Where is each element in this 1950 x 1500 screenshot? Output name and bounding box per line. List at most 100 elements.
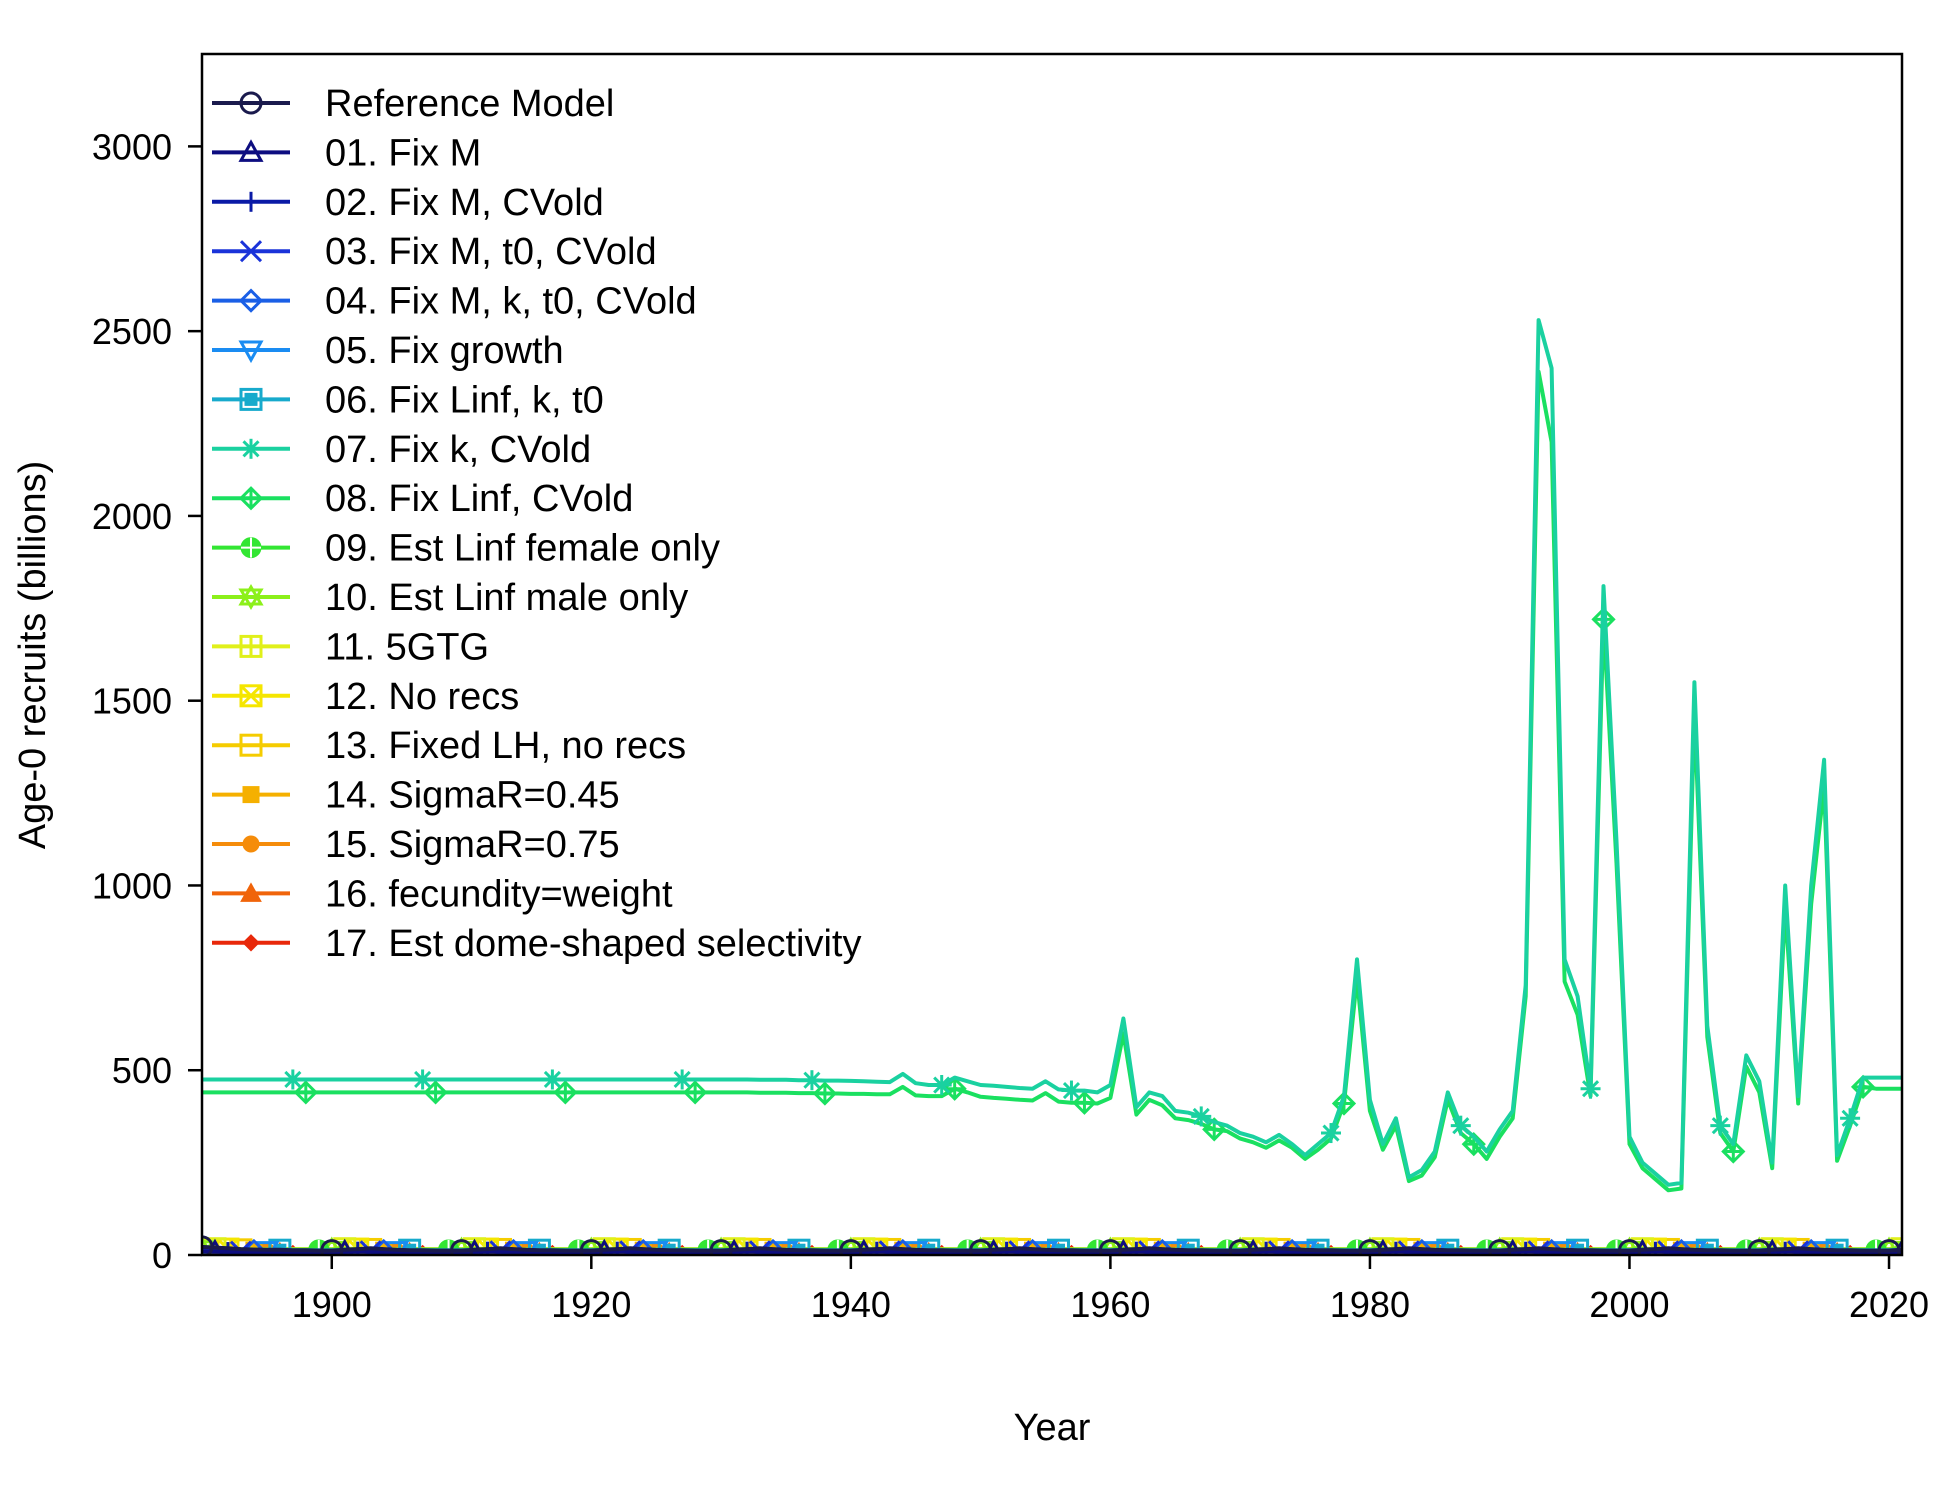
legend-label: 01. Fix M [325,132,481,174]
legend-label: 06. Fix Linf, k, t0 [325,379,604,421]
legend-marker [241,191,261,212]
x-tick-label: 1940 [811,1284,891,1325]
data-point [672,1069,693,1090]
legend-item-10-est-linf-male-only: 10. Est Linf male only [212,577,688,619]
data-point [683,1080,708,1105]
legend-label: 15. SigmaR=0.75 [325,824,620,866]
x-tick-label: 2000 [1589,1284,1669,1325]
legend-label: 11. 5GTG [325,626,489,668]
x-tick-label: 1900 [292,1284,372,1325]
data-point [282,1069,303,1090]
data-point [1228,1239,1252,1255]
x-axis-label: Year [1014,1407,1091,1449]
legend-label: Reference Model [325,83,614,125]
x-tick-label: 1960 [1070,1284,1150,1325]
y-tick-label: 1000 [92,865,172,906]
series-layer [202,318,1902,1255]
data-point [450,1239,474,1255]
legend-marker [239,387,263,411]
plot-frame [200,52,1904,1257]
data-point [423,1080,448,1105]
data-point [202,1235,214,1255]
legend-item-13-fixed-lh-no-recs: 13. Fixed LH, no recs [212,725,686,767]
legend-marker [240,537,262,559]
legend-item-05-fix-growth: 05. Fix growth [212,330,564,372]
data-point [1358,1239,1382,1255]
data-point [320,1239,344,1255]
legend-marker [242,786,260,804]
legend-label: 03. Fix M, t0, CVold [325,231,657,273]
x-axis: 1900 1920 1940 1960 1980 2000 2020 [292,1255,1929,1325]
legend-label: 14. SigmaR=0.45 [325,775,620,817]
data-point [412,1069,433,1090]
legend-item-02-fix-m-cvold: 02. Fix M, CVold [212,182,604,224]
legend-label: 05. Fix growth [325,330,564,372]
data-point [931,1075,952,1096]
legend-item-17-est-dome-shaped-selectivity: 17. Est dome-shaped selectivity [212,923,862,965]
legend-label: 16. fecundity=weight [325,873,673,915]
legend-item-08-fix-linf-cvold: 08. Fix Linf, CVold [212,478,633,520]
legend-label: 02. Fix M, CVold [325,182,604,224]
legend-marker [238,584,264,610]
legend-item-03-fix-m-t0-cvold: 03. Fix M, t0, CVold [212,231,657,273]
data-point [1321,1123,1342,1144]
y-tick-label: 500 [112,1050,172,1091]
data-point [1877,1239,1901,1255]
series-line [202,318,1902,1187]
legend: Reference Model 01. Fix M 02. Fix M, CVold… [212,83,862,965]
legend-marker [238,340,264,364]
legend-item-11-5gtg: 11. 5GTG [212,626,489,668]
data-point [812,1081,838,1106]
x-tick-label: 1920 [551,1284,631,1325]
series-07-fix-k-cvold [202,318,1902,1187]
data-point [1450,1115,1471,1136]
legend-marker [242,835,260,853]
legend-marker [239,733,263,757]
y-tick-label: 2000 [92,496,172,537]
data-point [1580,1078,1601,1099]
data-point [1710,1115,1731,1136]
data-point [1747,1239,1771,1255]
legend-marker [239,634,263,658]
y-tick-label: 2500 [92,311,172,352]
data-point [293,1080,318,1105]
data-point [553,1080,578,1105]
legend-marker [239,684,263,708]
legend-label: 13. Fixed LH, no recs [325,725,686,767]
legend-marker [238,288,264,313]
legend-marker [238,139,264,162]
legend-item-09-est-linf-female-only: 09. Est Linf female only [212,528,720,570]
legend-item-14-sigmar-0-45: 14. SigmaR=0.45 [212,775,620,817]
legend-item-16-fecundity-weight: 16. fecundity=weight [212,873,673,915]
legend-label: 10. Est Linf male only [325,577,688,619]
data-point [1191,1106,1212,1127]
data-point [1488,1239,1512,1255]
legend-label: 04. Fix M, k, t0, CVold [325,281,697,323]
legend-item-06-fix-linf-k-t0: 06. Fix Linf, k, t0 [212,379,604,421]
data-point [969,1239,993,1255]
data-point [1098,1239,1122,1255]
legend-item-01-fix-m: 01. Fix M [212,132,481,174]
legend-item-reference-model: Reference Model [212,83,614,125]
data-point [579,1239,603,1255]
legend-item-15-sigmar-0-75: 15. SigmaR=0.75 [212,824,620,866]
data-point [801,1070,822,1091]
y-tick-label: 3000 [92,126,172,167]
legend-label: 08. Fix Linf, CVold [325,478,633,520]
legend-marker [239,91,263,115]
legend-item-04-fix-m-k-t0-cvold: 04. Fix M, k, t0, CVold [212,281,697,323]
legend-marker [241,438,261,459]
x-tick-label: 1980 [1330,1284,1410,1325]
data-point [709,1239,733,1255]
data-point [839,1239,863,1255]
legend-label: 17. Est dome-shaped selectivity [325,923,862,965]
legend-marker [238,486,264,511]
legend-label: 07. Fix k, CVold [325,429,591,471]
y-tick-label: 1500 [92,681,172,722]
legend-item-12-no-recs: 12. No recs [212,676,519,718]
y-axis: 0 500 1000 1500 2000 2500 3000 [92,126,202,1276]
legend-item-07-fix-k-cvold: 07. Fix k, CVold [212,429,591,471]
legend-marker [240,882,262,902]
